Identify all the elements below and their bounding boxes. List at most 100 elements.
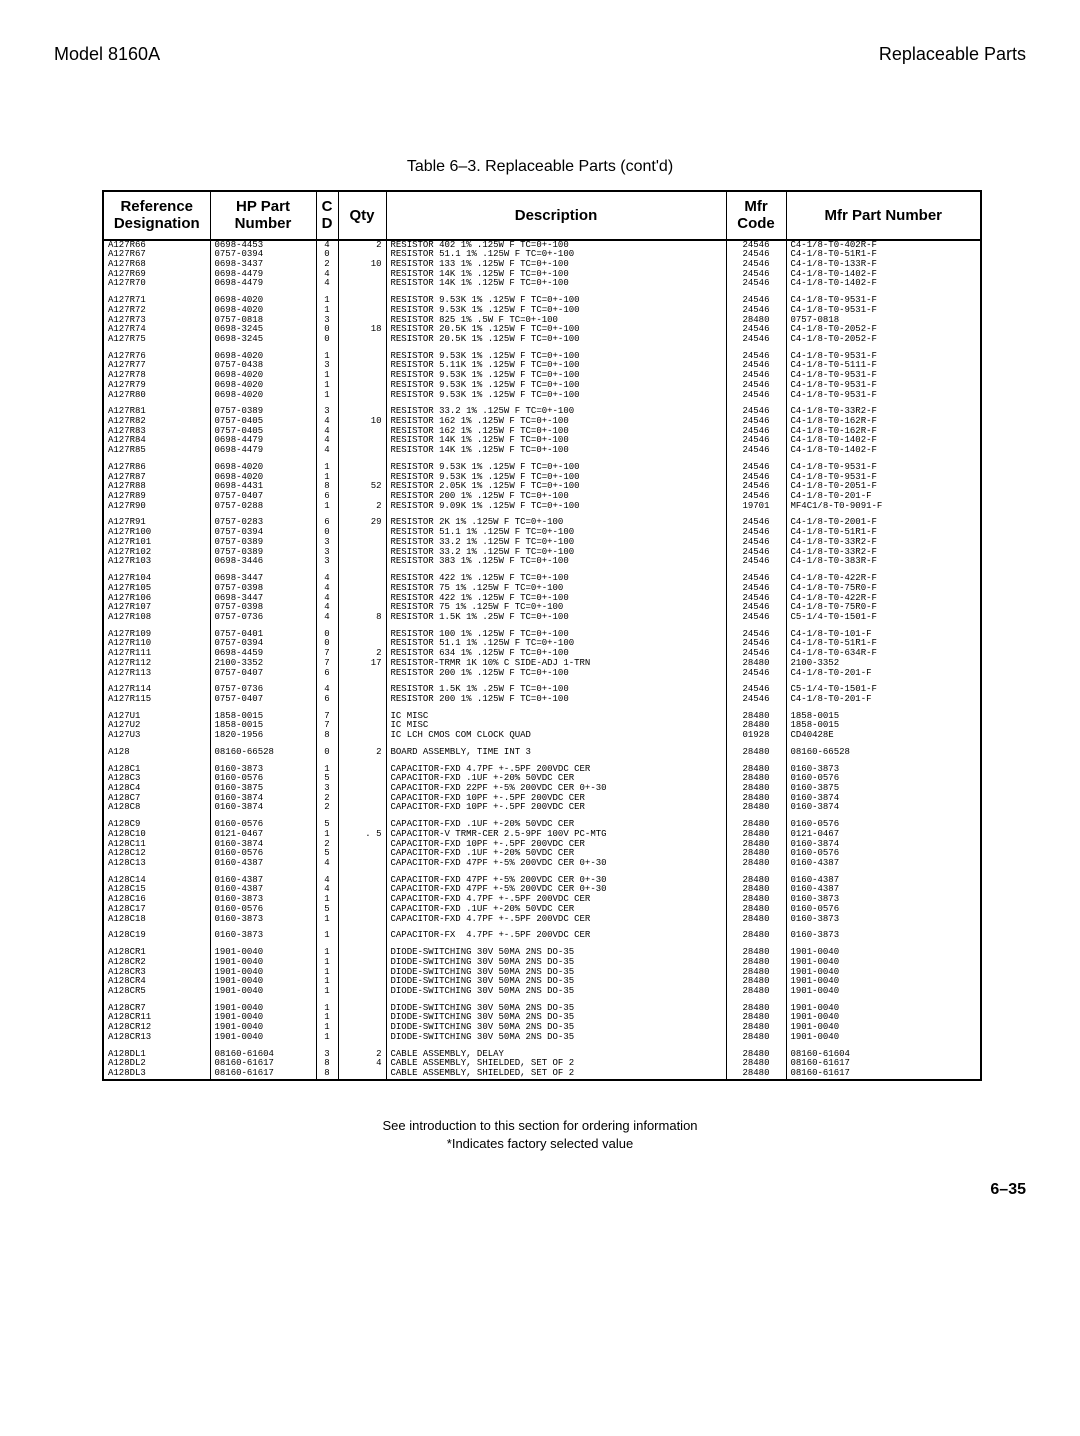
cell: RESISTOR 51.1 1% .125W F TC=0+-100 <box>386 639 726 649</box>
cell: A127U3 <box>104 731 210 741</box>
cell <box>338 931 386 941</box>
cell: 28480 <box>726 977 786 987</box>
cell: C4-1/8-T0-2052-F <box>786 335 980 345</box>
cell: A128C19 <box>104 931 210 941</box>
cell: C4-1/8-T0-162R-F <box>786 417 980 427</box>
cell: CAPACITOR-FXD .1UF +-20% 50VDC CER <box>386 820 726 830</box>
cell: 24546 <box>726 279 786 289</box>
cell: 2 <box>338 649 386 659</box>
cell <box>338 548 386 558</box>
cell: A127R112 <box>104 659 210 669</box>
cell <box>338 436 386 446</box>
cell <box>338 977 386 987</box>
cell: 08160-61617 <box>786 1069 980 1079</box>
table-body: A127R660698-445342RESISTOR 402 1% .125W … <box>104 240 980 1079</box>
cell: 0698-3245 <box>210 325 316 335</box>
cell: RESISTOR 825 1% .5W F TC=0+-100 <box>386 316 726 326</box>
cell: 0757-0394 <box>210 639 316 649</box>
cell: RESISTOR 14K 1% .125W F TC=0+-100 <box>386 270 726 280</box>
cell: DIODE-SWITCHING 30V 50MA 2NS DO-35 <box>386 948 726 958</box>
cell: 1901-0040 <box>210 968 316 978</box>
cell: A127R115 <box>104 695 210 705</box>
table-row: A127R1150757-04076RESISTOR 200 1% .125W … <box>104 695 980 705</box>
cell: 4 <box>316 603 338 613</box>
table-row: A127R810757-03893RESISTOR 33.2 1% .125W … <box>104 407 980 417</box>
cell: A127R100 <box>104 528 210 538</box>
cell: A127R89 <box>104 492 210 502</box>
cell: 0698-4453 <box>210 240 316 251</box>
cell: 0757-0818 <box>786 316 980 326</box>
cell: RESISTOR 9.53K 1% .125W F TC=0+-100 <box>386 473 726 483</box>
table-row: A127R900757-028812RESISTOR 9.09K 1% .125… <box>104 502 980 512</box>
cell: 24546 <box>726 446 786 456</box>
cell: A127R113 <box>104 669 210 679</box>
cell: C4-1/8-T0-9531-F <box>786 381 980 391</box>
cell: 29 <box>338 518 386 528</box>
cell: DIODE-SWITCHING 30V 50MA 2NS DO-35 <box>386 987 726 997</box>
cell: 2 <box>338 502 386 512</box>
table-row: A127R820757-0405410RESISTOR 162 1% .125W… <box>104 417 980 427</box>
cell: 4 <box>316 613 338 623</box>
cell <box>338 296 386 306</box>
cell: 4 <box>316 279 338 289</box>
cell: A127R79 <box>104 381 210 391</box>
cell: 3 <box>316 538 338 548</box>
table-row: A128C120160-05765CAPACITOR-FXD .1UF +-20… <box>104 849 980 859</box>
cell <box>338 685 386 695</box>
cell: 0160-0576 <box>786 820 980 830</box>
cell: C4-1/8-T0-51R1-F <box>786 528 980 538</box>
cell: 0160-4387 <box>786 876 980 886</box>
cell: 1 <box>316 1023 338 1033</box>
cell: 24546 <box>726 407 786 417</box>
cell: 7 <box>316 721 338 731</box>
cell <box>338 352 386 362</box>
cell: RESISTOR 20.5K 1% .125W F TC=0+-100 <box>386 325 726 335</box>
cell: RESISTOR-TRMR 1K 10% C SIDE-ADJ 1-TRN <box>386 659 726 669</box>
cell: C4-1/8-T0-2051-F <box>786 482 980 492</box>
cell: 24546 <box>726 548 786 558</box>
cell: 0698-4479 <box>210 270 316 280</box>
cell: 8 <box>316 1059 338 1069</box>
cell: A128C11 <box>104 840 210 850</box>
cell: 1 <box>316 371 338 381</box>
table-row: A128C170160-05765CAPACITOR-FXD .1UF +-20… <box>104 905 980 915</box>
cell: 0757-0398 <box>210 603 316 613</box>
cell: 24546 <box>726 482 786 492</box>
table-row: A127R1060698-34474RESISTOR 422 1% .125W … <box>104 594 980 604</box>
cell: 0160-3874 <box>786 794 980 804</box>
cell <box>338 669 386 679</box>
cell <box>338 361 386 371</box>
cell: 28480 <box>726 830 786 840</box>
cell: 0698-3446 <box>210 557 316 567</box>
cell: 28480 <box>726 712 786 722</box>
cell: 24546 <box>726 427 786 437</box>
cell: 3 <box>316 1050 338 1060</box>
cell: RESISTOR 33.2 1% .125W F TC=0+-100 <box>386 538 726 548</box>
cell: 1 <box>316 830 338 840</box>
cell: 0698-4020 <box>210 306 316 316</box>
table-row: A127R1110698-445972RESISTOR 634 1% .125W… <box>104 649 980 659</box>
cell: 28480 <box>726 876 786 886</box>
cell: 0160-3874 <box>210 840 316 850</box>
cell <box>338 1033 386 1043</box>
table-row: A127R1000757-03940RESISTOR 51.1 1% .125W… <box>104 528 980 538</box>
cell <box>338 538 386 548</box>
cell: A128CR11 <box>104 1013 210 1023</box>
cell: 1901-0040 <box>786 948 980 958</box>
cell: CAPACITOR-FXD .1UF +-20% 50VDC CER <box>386 849 726 859</box>
cell: 2 <box>316 840 338 850</box>
cell: DIODE-SWITCHING 30V 50MA 2NS DO-35 <box>386 968 726 978</box>
table-row: A127R750698-32450RESISTOR 20.5K 1% .125W… <box>104 335 980 345</box>
cell: 1901-0040 <box>786 968 980 978</box>
cell <box>338 774 386 784</box>
cell: 0757-0394 <box>210 250 316 260</box>
cell: 0160-0576 <box>786 774 980 784</box>
cell: 18 <box>338 325 386 335</box>
cell: 0698-4479 <box>210 279 316 289</box>
table-row: A128CR21901-00401DIODE-SWITCHING 30V 50M… <box>104 958 980 968</box>
cell: 4 <box>316 594 338 604</box>
cell: A127R84 <box>104 436 210 446</box>
table-row: A128C40160-38753CAPACITOR-FXD 22PF +-5% … <box>104 784 980 794</box>
cell: 24546 <box>726 669 786 679</box>
cell: 0160-4387 <box>786 859 980 869</box>
